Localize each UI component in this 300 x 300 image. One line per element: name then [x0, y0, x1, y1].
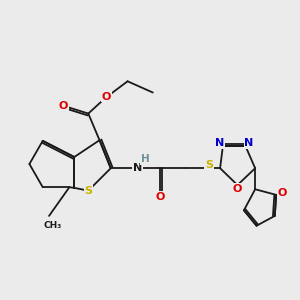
- Text: O: O: [155, 192, 164, 202]
- Text: O: O: [278, 188, 287, 199]
- Text: O: O: [102, 92, 111, 102]
- Text: N: N: [133, 163, 142, 173]
- Text: N: N: [214, 138, 224, 148]
- Text: S: S: [84, 186, 92, 196]
- Text: S: S: [205, 160, 213, 170]
- Text: N: N: [244, 138, 253, 148]
- Text: O: O: [233, 184, 242, 194]
- Text: CH₃: CH₃: [44, 221, 62, 230]
- Text: H: H: [141, 154, 150, 164]
- Text: O: O: [58, 101, 68, 111]
